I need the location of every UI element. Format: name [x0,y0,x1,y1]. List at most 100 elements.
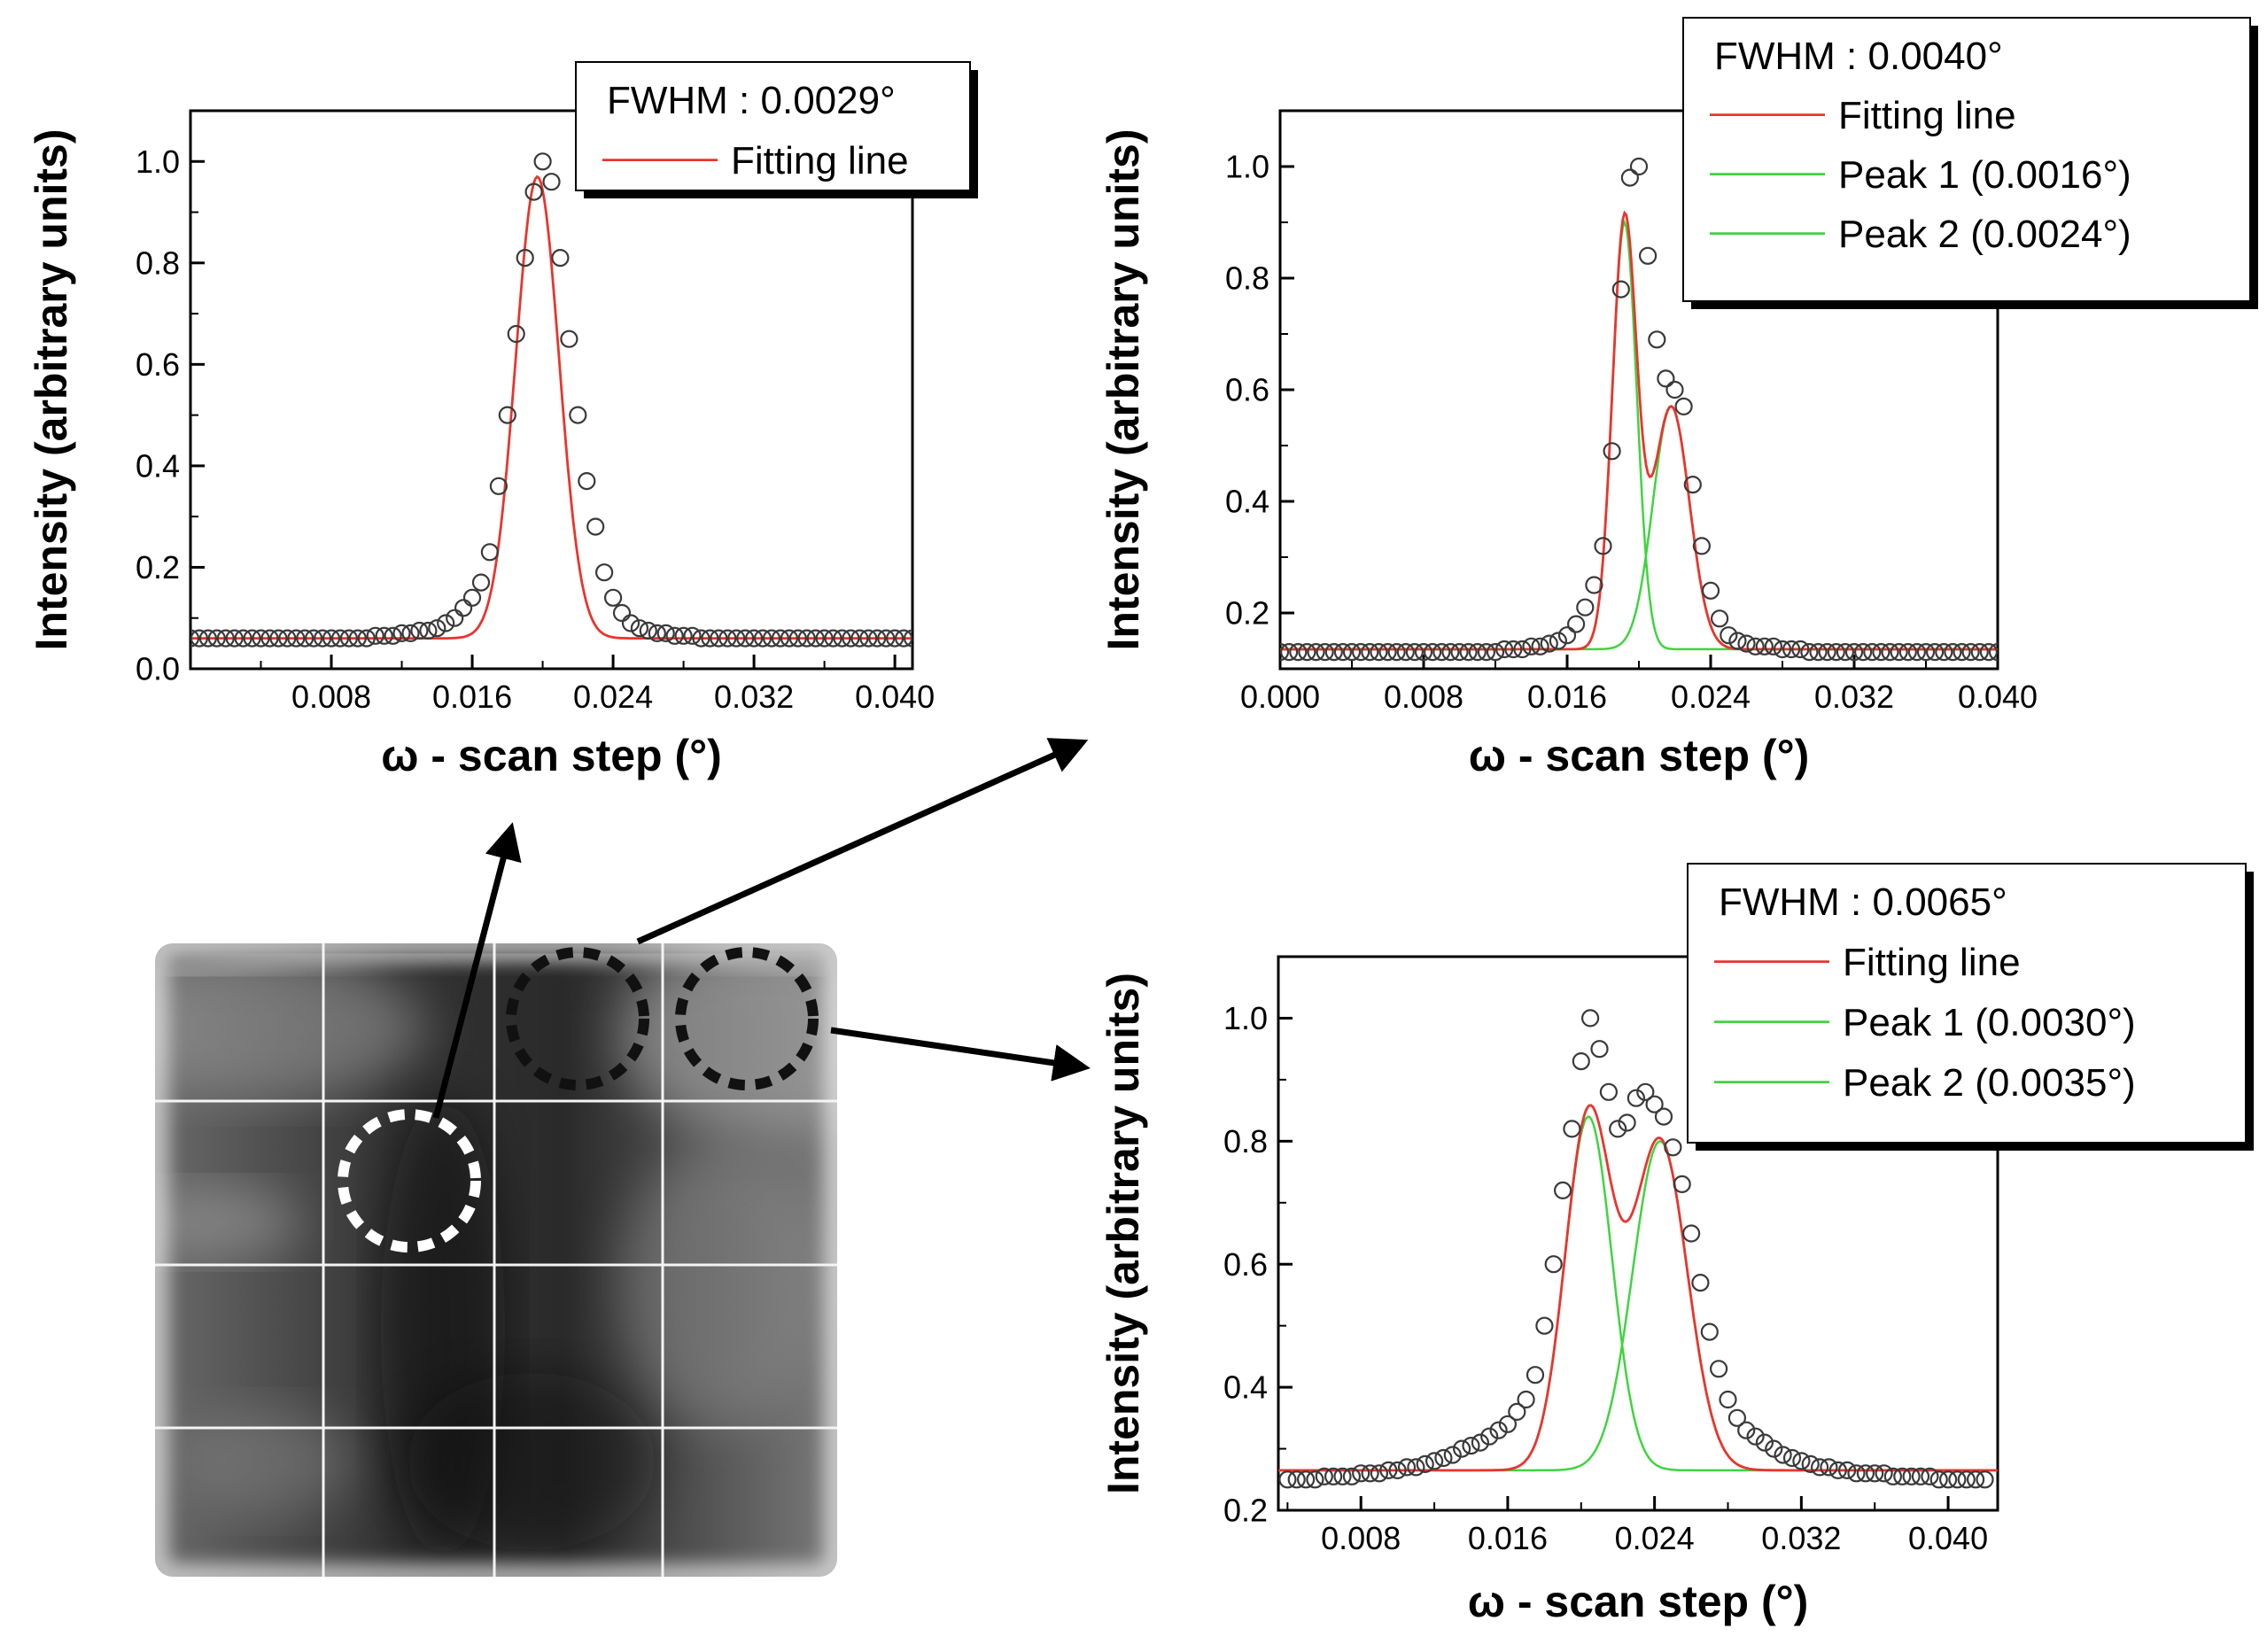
data-point [656,624,675,643]
data-point [1691,1273,1710,1292]
data-point [1844,642,1864,662]
data-point [1692,537,1712,555]
data-point [1863,642,1882,662]
data-point [603,588,623,607]
data-point [648,624,666,643]
y-tick-label: 0.2 [136,549,180,586]
data-point [1944,642,1962,662]
data-point [612,603,632,623]
data-point [1979,642,1998,662]
data-point [1609,1120,1627,1138]
data-point [1893,1467,1912,1485]
data-point [1976,1470,1994,1489]
arrow-to-top-left-chart [432,822,522,1119]
data-point [1361,642,1379,662]
data-point [1471,1433,1490,1452]
data-point [1522,637,1541,655]
x-tick-label: 0.016 [432,679,512,715]
data-point [1737,1421,1756,1439]
y-tick-label: 0.6 [136,346,180,383]
data-point [1576,598,1595,617]
data-point [674,626,693,645]
legend-entry-label: Fitting line [1843,941,2021,984]
data-point [1378,642,1397,662]
data-point [446,609,464,627]
y-tick-label: 1.0 [1223,1000,1268,1036]
data-point [621,614,641,632]
y-tick-label: 0.6 [1225,372,1269,408]
data-point [401,624,420,643]
y-axis-title: Intensity (arbitrary units) [1099,973,1148,1494]
data-point [560,330,578,348]
data-point [1580,1009,1600,1028]
data-point [1911,1467,1930,1485]
data-point [1387,642,1406,662]
data-point [1881,642,1899,662]
data-point [877,629,896,648]
data-point [1298,642,1316,662]
y-tick-label: 0.8 [1223,1123,1268,1160]
data-point [1673,1175,1691,1194]
data-point [1544,1255,1563,1274]
data-point [1657,369,1675,388]
legend-entry-label: Peak 2 (0.0024°) [1838,213,2131,256]
data-point [190,629,208,648]
data-point [1907,642,1926,662]
data-point [594,563,614,582]
data-point [1921,1467,1939,1485]
y-axis-title: Intensity (arbitrary units) [1099,129,1148,651]
y-tick-label: 0.4 [1225,484,1269,520]
data-point [1782,640,1801,659]
data-point [375,626,393,645]
data-point [507,324,525,344]
data-point [1818,642,1836,662]
data-point [1287,1470,1306,1489]
data-point [296,629,314,648]
data-point [1948,1470,1967,1489]
fitting-line [190,175,912,640]
data-point [357,629,376,648]
data-point [1441,642,1460,662]
y-tick-label: 0.2 [1223,1493,1268,1529]
x-tick-label: 0.008 [291,679,371,715]
data-point [701,629,719,648]
data-point [868,629,887,648]
legend-entry-label: Peak 1 (0.0016°) [1838,153,2131,197]
data-point [1452,1439,1471,1458]
data-point [780,629,799,648]
data-point [1414,642,1433,662]
data-point [1333,642,1353,662]
data-point [1566,615,1586,633]
data-point [1898,642,1917,662]
measurement-circle-black-1 [506,947,649,1090]
plot-area [189,109,914,671]
data-point [1618,1113,1636,1132]
data-point [1549,632,1568,650]
data-point [718,629,737,648]
y-tick-label: 0.6 [1223,1246,1268,1283]
data-point [1737,634,1756,653]
x-tick-label: 0.000 [1240,679,1320,715]
legend-box [1687,863,2247,1144]
data-point [1342,642,1362,662]
legend-box [1682,17,2251,302]
data-point [903,629,912,648]
data-point [1681,1224,1701,1243]
data-point [419,621,438,640]
y-tick-label: 0.4 [1223,1369,1268,1406]
data-point [1836,642,1854,662]
data-point [198,629,217,648]
legend-title: FWHM : 0.0029° [607,79,896,122]
data-point [1935,642,1953,662]
x-tick-label: 0.016 [1527,679,1607,715]
fitting-line [1278,1104,1998,1472]
data-point [1755,1433,1774,1452]
chart-bottom-right: 0.2 0.4 0.6 0.8 1.0 0.008 0.016 0.024 0.032 0.040… [1099,863,2254,1626]
data-point [1450,642,1469,662]
data-point [1557,626,1577,645]
data-point [833,629,851,648]
legend: FWHM : 0.0029° Fitting line [575,61,978,198]
legend-entry-label: Peak 2 (0.0035°) [1843,1061,2136,1105]
fitting-line [1280,210,1998,651]
data-point [1432,642,1451,662]
